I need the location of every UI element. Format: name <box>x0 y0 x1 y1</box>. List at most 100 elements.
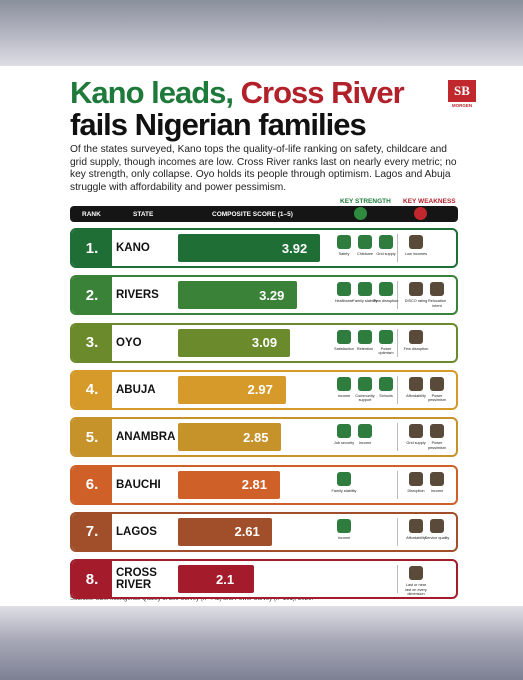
divider <box>397 234 398 262</box>
divider <box>397 281 398 310</box>
table-row: 6. BAUCHI 2.81 Family stability Disruption In… <box>70 464 458 505</box>
score-label: 2.97 <box>247 382 273 398</box>
score-bar <box>178 375 286 404</box>
icon <box>358 329 372 344</box>
icon <box>430 424 444 439</box>
table-row: 4. ABUJA 2.97 Income Community support School… <box>70 369 458 410</box>
score-bar <box>178 470 280 499</box>
icon <box>379 329 393 344</box>
divider <box>397 423 398 452</box>
col-header: STATE <box>133 211 154 218</box>
icon <box>379 235 393 249</box>
divider <box>397 517 398 546</box>
score-bar <box>178 234 320 262</box>
icon-label: Affordability <box>406 393 426 398</box>
icon <box>337 329 351 344</box>
icon-label: Income <box>358 441 372 446</box>
rank: 8. <box>72 561 112 598</box>
icon <box>430 518 444 533</box>
col-header: COMPOSITE SCORE (1–5) <box>212 211 293 218</box>
icon-label: Family stability <box>331 488 357 493</box>
score-label: 2.85 <box>243 429 269 445</box>
city-photo-bottom <box>0 598 523 680</box>
state-name: BAUCHI <box>116 478 161 491</box>
col-header: KEY WEAKNESS <box>403 198 456 205</box>
divider <box>397 565 398 594</box>
icon <box>379 376 393 391</box>
score-label: 2.1 <box>216 571 235 587</box>
icon-label: Power pessimism <box>428 393 446 403</box>
icon-label: Relocation intent <box>428 299 446 308</box>
col-header: KEY STRENGTH <box>340 198 391 205</box>
icon-label: Service quality <box>424 535 450 540</box>
icon-label: Satisfaction <box>334 346 354 351</box>
icon-label: Grid supply <box>376 252 396 256</box>
table-row: 5. ANAMBRA 2.85 Job security Income Grid supp… <box>70 417 458 458</box>
col-header: RANK <box>82 211 101 218</box>
icon-label: Community support <box>355 393 375 403</box>
title-part: Kano leads, <box>70 75 234 110</box>
icon <box>409 282 423 297</box>
icon-label: Power pessimism <box>428 441 446 450</box>
icon-label: Healthcare <box>334 299 354 304</box>
score-bar <box>178 328 290 357</box>
logo: SB <box>448 80 476 102</box>
icon <box>409 376 423 391</box>
icon <box>430 471 444 486</box>
rank: 5. <box>72 419 112 456</box>
icon <box>358 424 372 439</box>
score-bar <box>178 517 273 546</box>
icon-label: Retention <box>356 346 374 351</box>
icon <box>409 566 423 581</box>
intro: Of the states surveyed, Kano tops the qu… <box>70 144 457 193</box>
icon <box>409 518 423 533</box>
state-name: RIVERS <box>116 289 159 302</box>
warning-icon <box>414 207 427 220</box>
logo-sub: MORGEN <box>451 103 473 108</box>
divider <box>397 470 398 499</box>
icon-label: Affordability <box>406 535 426 540</box>
rank: 6. <box>72 466 112 503</box>
icon <box>337 235 351 249</box>
icon-label: Last or near last on every dimension <box>405 583 427 597</box>
icon-label: Income <box>430 488 444 493</box>
icon-label: Income <box>337 535 351 540</box>
icon <box>358 235 372 249</box>
title-line-2: fails Nigerian families <box>70 107 367 142</box>
icon-label: Disruption <box>407 488 425 493</box>
table-row: 8. CROSS RIVER 2.1 Last or near last on eve… <box>70 559 458 600</box>
icon <box>358 376 372 391</box>
rank: 1. <box>72 230 112 266</box>
score-bar <box>178 281 298 310</box>
divider <box>397 375 398 404</box>
score-label: 2.61 <box>234 524 260 540</box>
icon-label: Few disruption <box>403 346 429 351</box>
icon <box>409 424 423 439</box>
icon-label: Family stability <box>352 299 378 304</box>
score-label: 3.92 <box>281 240 308 256</box>
title-part: Cross River <box>240 75 405 110</box>
rank: 3. <box>72 324 112 361</box>
table-row: 1. KANO 3.92 Safety Childcare Grid supply Low … <box>70 228 458 268</box>
score-bar <box>178 423 282 452</box>
icon-label: Safety <box>338 252 350 256</box>
icon <box>409 471 423 486</box>
icon <box>337 518 351 533</box>
score-bar <box>178 565 255 594</box>
icon-label: Childcare <box>356 252 374 256</box>
icon-label: Low incomes <box>404 252 428 256</box>
icon <box>379 282 393 297</box>
state-name: ABUJA <box>116 383 156 396</box>
table-row: 2. RIVERS 3.29 Healthcare Family stability Fe… <box>70 275 458 316</box>
icon-label: Grid supply <box>406 441 426 446</box>
state-name: LAGOS <box>116 525 157 538</box>
icon-label: DISCO rating <box>404 299 428 304</box>
icon <box>337 282 351 297</box>
icon <box>337 376 351 391</box>
icon <box>409 329 423 344</box>
rank: 2. <box>72 277 112 314</box>
score-label: 3.29 <box>259 287 285 303</box>
rank: 7. <box>72 513 112 550</box>
state-name: CROSS RIVER <box>116 567 157 592</box>
rank: 4. <box>72 371 112 408</box>
